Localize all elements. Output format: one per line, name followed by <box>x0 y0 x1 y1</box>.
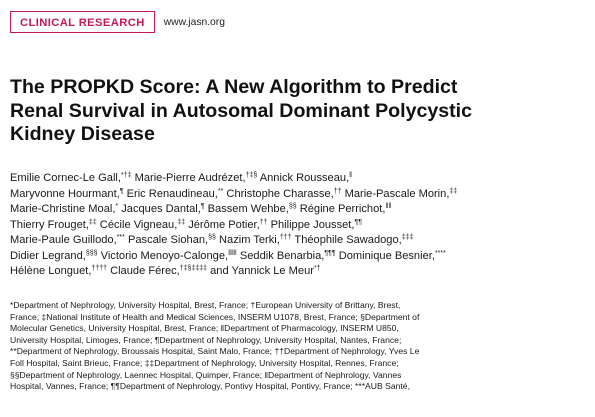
affiliation-line: France; ‡National Institute of Health an… <box>10 311 420 322</box>
affiliation-line: Hospital, Vannes, France; ¶¶Department o… <box>10 381 410 392</box>
affiliation-line: §§Department of Nephrology, Laennec Hosp… <box>10 369 402 380</box>
affiliation-list: *Department of Nephrology, University Ho… <box>10 300 590 393</box>
author-line: Didier Legrand,§§§ Victorio Menoyo-Calon… <box>10 249 446 262</box>
title-line: The PROPKD Score: A New Algorithm to Pre… <box>10 76 458 98</box>
title-line: Kidney Disease <box>10 123 155 145</box>
article-title: The PROPKD Score: A New Algorithm to Pre… <box>10 76 585 147</box>
affiliation-line: *Department of Nephrology, University Ho… <box>10 300 401 310</box>
title-line: Renal Survival in Autosomal Dominant Pol… <box>10 99 473 122</box>
affiliation-line: Foll Hospital, Saint Brieuc, France; ‡‡D… <box>10 357 399 368</box>
author-list: Emilie Cornec-Le Gall,*†‡ Marie-Pierre A… <box>10 171 588 280</box>
author-line: Marie-Christine Moal,* Jacques Dantal,¶ … <box>10 203 392 215</box>
author-line: Marie-Paule Guillodo,*** Pascale Siohan,… <box>10 234 414 246</box>
author-line: Emilie Cornec-Le Gall,*†‡ Marie-Pierre A… <box>10 172 353 184</box>
journal-header: CLINICAL RESEARCH www.jasn.org <box>10 10 225 34</box>
section-badge: CLINICAL RESEARCH <box>10 11 155 33</box>
author-line: Maryvonne Hourmant,¶ Eric Renaudineau,**… <box>10 187 458 200</box>
affiliation-line: Molecular Genetics, University Hospital,… <box>10 323 399 334</box>
affiliation-line: University Hospital, Limoges, France; ¶D… <box>10 334 402 345</box>
author-line: Thierry Frouget,‡‡ Cécile Vigneau,‡‡ Jér… <box>10 218 362 231</box>
affiliation-line: **Department of Nephrology, Broussais Ho… <box>10 346 420 357</box>
author-line: Hélène Longuet,†††† Claude Férec,†‡§‡‡‡‡… <box>10 265 321 277</box>
journal-url[interactable]: www.jasn.org <box>163 16 225 28</box>
